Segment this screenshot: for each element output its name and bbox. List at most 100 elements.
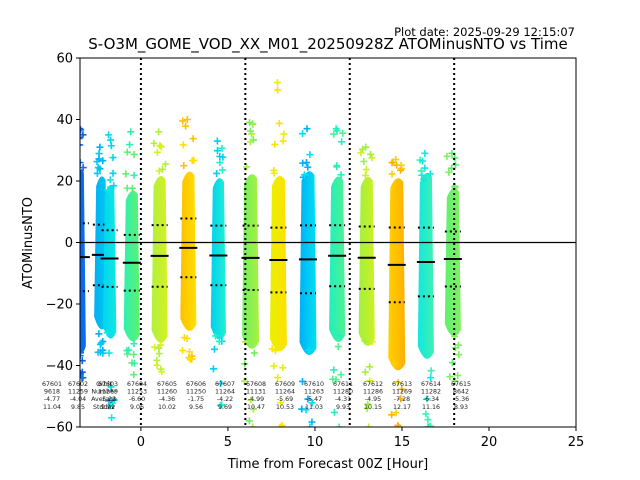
orbit-cluster-67607 <box>209 137 228 409</box>
annotation-orbit: 67605 <box>157 381 177 388</box>
plot-date: Plot date: 2025-09-29 12:15:07 <box>394 25 575 39</box>
data-point <box>123 148 131 156</box>
data-point <box>243 163 251 171</box>
data-point <box>279 364 287 372</box>
annotation-orbit: 67608 <box>246 381 266 388</box>
data-point <box>272 347 280 355</box>
data-point <box>338 138 346 146</box>
annotation-orbit: 67615 <box>451 381 471 388</box>
annotation-orbit: 67610 <box>304 381 324 388</box>
data-point <box>280 130 288 138</box>
orbit-annotation: 67606 11250 -1.75 9.56 <box>186 381 206 411</box>
data-point-extreme <box>395 423 403 427</box>
data-point <box>218 166 226 174</box>
data-point <box>180 334 188 342</box>
data-point <box>157 143 165 151</box>
data-point <box>271 140 279 148</box>
x-tick-label: 20 <box>481 435 498 450</box>
data-point <box>445 168 453 176</box>
data-point-extreme <box>421 149 429 157</box>
annotation-number: 11263 <box>304 389 324 396</box>
data-points-body <box>102 184 117 339</box>
data-point <box>95 330 103 338</box>
annotation-orbit: 67603 <box>98 381 118 388</box>
annotation-average: -6.34 <box>423 396 439 403</box>
annotation-legend-item: Orbit <box>96 381 112 388</box>
data-point <box>427 367 435 375</box>
data-point <box>80 357 86 365</box>
data-points-body <box>388 178 406 371</box>
annotation-stddev: 10.02 <box>158 404 176 411</box>
data-point-extreme <box>362 143 370 151</box>
annotation-number: 11259 <box>68 389 88 396</box>
annotation-number: 11260 <box>157 389 177 396</box>
data-point <box>426 170 434 178</box>
data-point-extreme <box>96 143 104 151</box>
data-point-extreme <box>158 368 166 376</box>
data-point <box>304 395 312 403</box>
annotation-legend-item: Number <box>91 389 117 396</box>
annotation-orbit: 67611 <box>333 381 353 388</box>
data-point-extreme <box>127 128 135 136</box>
data-point <box>210 345 218 353</box>
data-point <box>122 170 130 178</box>
data-point-extreme <box>216 401 224 409</box>
y-tick-label: −40 <box>46 359 73 374</box>
data-point-extreme <box>249 423 257 427</box>
orbit-cluster-67605 <box>150 128 169 376</box>
data-point <box>362 166 370 174</box>
annotation-number: 11269 <box>98 389 118 396</box>
data-point-extreme <box>108 414 116 422</box>
x-tick-label: 5 <box>224 435 232 450</box>
data-point-extreme <box>424 423 432 427</box>
annotation-orbit: 67604 <box>127 381 147 388</box>
data-point-extreme <box>276 423 284 427</box>
data-point <box>217 380 225 388</box>
data-point <box>245 417 253 425</box>
data-point <box>417 167 425 175</box>
y-tick-label: 40 <box>56 113 73 128</box>
data-point <box>277 399 285 407</box>
annotation-orbit: 67614 <box>421 381 441 388</box>
y-tick-label: −60 <box>46 421 73 436</box>
data-point <box>180 162 188 170</box>
data-point <box>274 86 282 94</box>
orbit-cluster-67603 <box>100 131 119 422</box>
y-tick-label: 20 <box>56 175 73 190</box>
data-point-extreme <box>186 355 194 363</box>
data-point <box>302 406 310 414</box>
orbit-cluster-67612 <box>357 143 376 427</box>
annotation-stddev: 8.93 <box>454 404 468 411</box>
data-points-body <box>242 174 260 349</box>
data-point <box>80 164 87 172</box>
orbit-annotation: 67601 9618 -4.77 11.04 <box>42 381 62 411</box>
annotation-orbit: 67613 <box>392 381 412 388</box>
annotation-average: -5.69 <box>277 396 293 403</box>
orbit-cluster-67613 <box>387 155 406 427</box>
data-point <box>423 395 431 403</box>
annotation-orbit: 67609 <box>275 381 295 388</box>
data-point <box>250 349 258 357</box>
orbit-annotation: 67607 11264 -4.22 9.69 <box>215 381 235 411</box>
data-point <box>275 119 283 127</box>
data-point-extreme <box>183 116 191 123</box>
data-point <box>299 130 307 138</box>
data-point <box>366 377 374 385</box>
orbit-cluster-67610 <box>298 125 317 427</box>
data-point <box>130 351 138 359</box>
data-point <box>308 418 316 426</box>
data-point-extreme <box>273 79 281 87</box>
annotation-stddev: 9.56 <box>189 404 203 411</box>
data-point <box>247 396 255 404</box>
orbit-cluster-67614 <box>416 149 435 427</box>
orbit-cluster-67604 <box>122 128 141 379</box>
annotation-orbit: 67612 <box>363 381 383 388</box>
data-point <box>360 157 368 165</box>
data-point <box>388 159 396 167</box>
chart-title: S-O3M_GOME_VOD_XX_M01_20250928Z ATOMinus… <box>88 35 567 54</box>
orbit-annotation: 67609 11264 -5.69 10.53 <box>275 381 295 411</box>
orbit-annotation: 67613 11269 -7.28 12.17 <box>392 381 412 411</box>
x-axis-label: Time from Forecast 00Z [Hour] <box>227 457 429 472</box>
annotation-number: 11253 <box>127 389 147 396</box>
